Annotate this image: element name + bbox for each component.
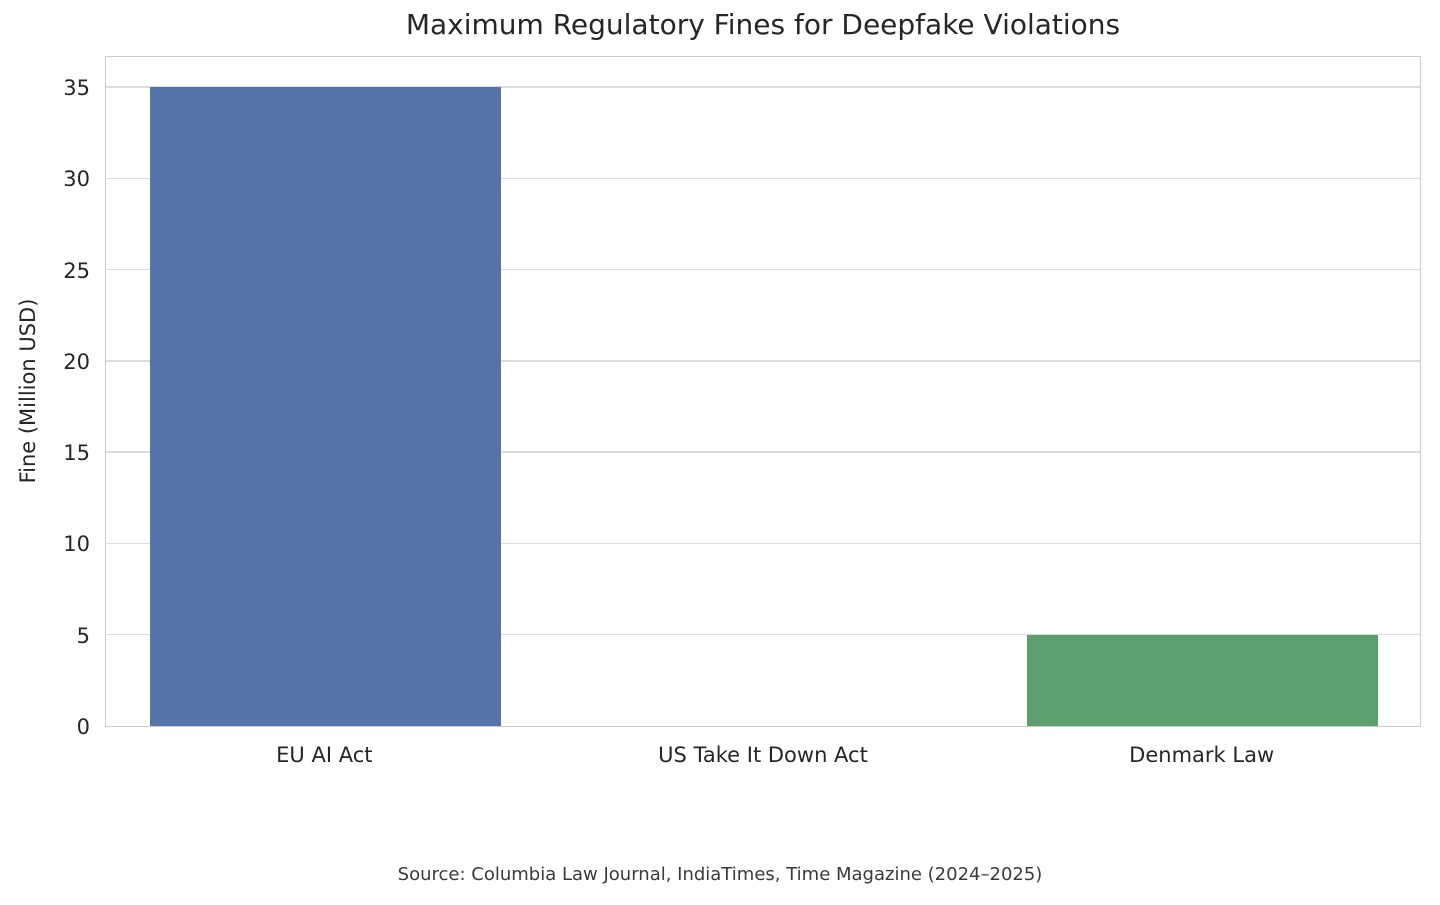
gridline-y-35: [106, 86, 1420, 88]
gridline-y-20: [106, 360, 1420, 362]
gridline-y-30: [106, 177, 1420, 179]
chart-title: Maximum Regulatory Fines for Deepfake Vi…: [405, 8, 1121, 41]
plot-area: [105, 56, 1421, 727]
source-note: Source: Columbia Law Journal, IndiaTimes…: [397, 864, 1043, 885]
bar-eu-ai-act: [149, 86, 501, 726]
y-tick-label-30: 30: [63, 167, 90, 192]
gridline-y-25: [106, 268, 1420, 271]
y-tick-label-15: 15: [63, 441, 90, 466]
bar-denmark-law: [1027, 634, 1379, 726]
gridline-y-15: [106, 451, 1420, 453]
y-tick-label-35: 35: [63, 75, 90, 100]
y-tick-label-5: 5: [76, 623, 90, 648]
y-tick-label-20: 20: [63, 349, 90, 374]
y-tick-label-0: 0: [76, 715, 90, 739]
gridline-y-10: [106, 542, 1420, 545]
x-tick-label-us-take-it-down-act: US Take It Down Act: [658, 743, 868, 767]
y-tick-label-10: 10: [63, 532, 90, 557]
x-tick-label-eu-ai-act: EU AI Act: [276, 743, 373, 767]
y-tick-label-25: 25: [63, 258, 90, 283]
gridline-y-5: [106, 633, 1420, 636]
x-tick-label-denmark-law: Denmark Law: [1129, 743, 1275, 767]
